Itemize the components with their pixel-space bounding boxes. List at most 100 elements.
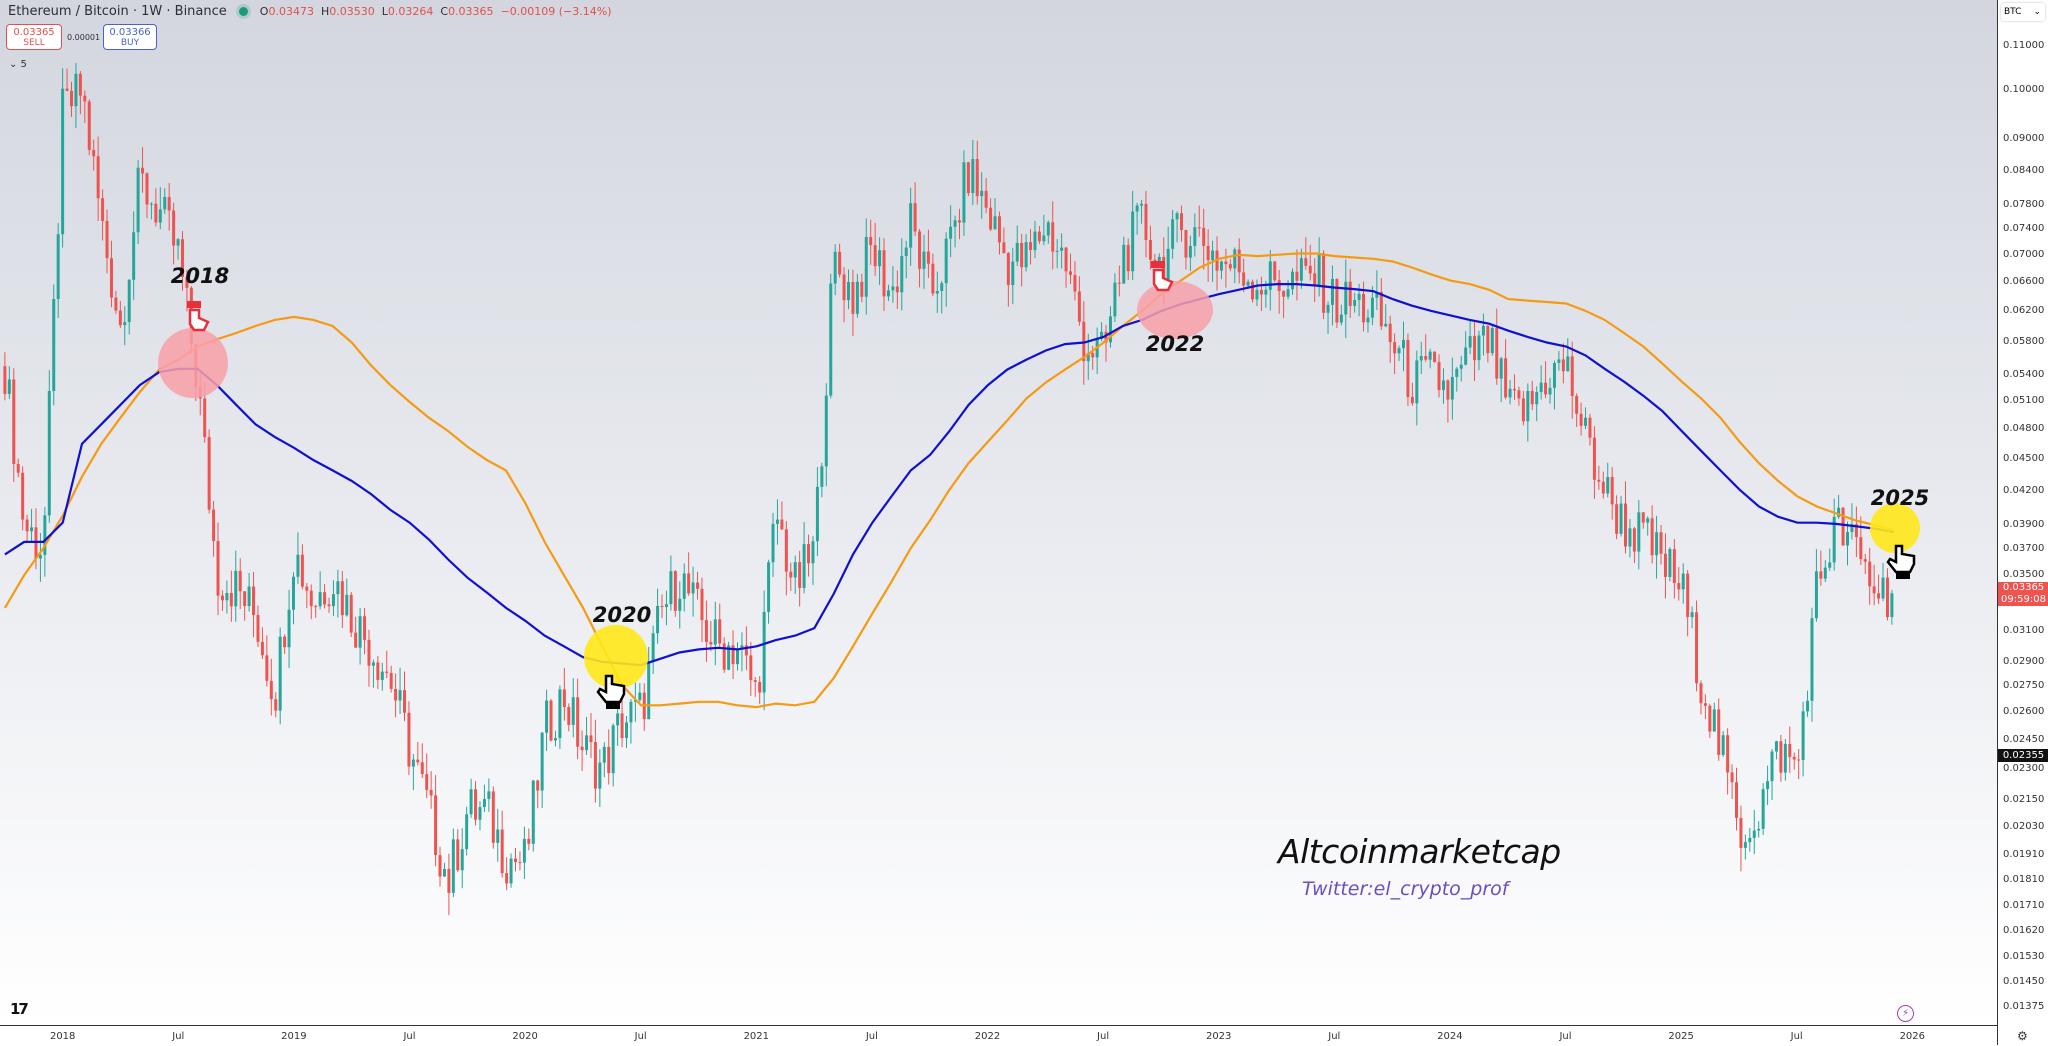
candle [753, 676, 757, 697]
tradingview-logo-icon[interactable]: 17 [10, 1000, 29, 1018]
candle-body [1743, 842, 1747, 848]
y-tick-label: 0.03700 [2003, 543, 2045, 555]
candle [958, 208, 961, 240]
candle-body [1801, 711, 1805, 760]
candle [691, 566, 695, 617]
candle [864, 218, 868, 315]
candle [1402, 321, 1405, 372]
candle-body [482, 799, 486, 808]
candle [989, 198, 993, 232]
candle-body [451, 839, 455, 893]
candle [993, 198, 997, 230]
candle-body [1481, 325, 1485, 336]
candle [1748, 828, 1752, 852]
candle-body [1610, 476, 1614, 505]
candle-body [793, 562, 797, 578]
candle [527, 828, 531, 851]
candle-body [602, 746, 606, 763]
candle-body [1051, 222, 1055, 252]
candle-body [238, 570, 242, 592]
candle [447, 853, 451, 916]
candle-body [1277, 280, 1281, 292]
candle [1419, 341, 1423, 375]
candle-body [1206, 245, 1210, 261]
candle-body [847, 281, 850, 301]
candle [904, 240, 908, 279]
candle [642, 683, 646, 731]
candle-body [1464, 347, 1468, 365]
candle [1251, 279, 1255, 303]
candle [283, 634, 287, 654]
candle [682, 563, 686, 612]
candle [545, 689, 549, 751]
candle [1535, 386, 1539, 422]
candle [660, 594, 664, 619]
candle [1517, 386, 1521, 406]
candle [149, 202, 153, 220]
candle [633, 682, 637, 722]
indicators-toggle[interactable]: ⌄ 5 [9, 59, 27, 70]
candle [1006, 252, 1010, 307]
candle-body [141, 167, 145, 174]
candle-body [1419, 356, 1423, 361]
candle-body [398, 690, 402, 701]
candle [1557, 350, 1561, 371]
ma-blue-line [4, 283, 1895, 667]
candle-body [287, 609, 291, 648]
candle-body [229, 592, 233, 607]
candle-body [47, 391, 51, 516]
candle [580, 730, 584, 771]
candle [1890, 589, 1894, 625]
candle [52, 284, 56, 406]
candle [509, 853, 513, 888]
candle-body [1752, 830, 1756, 838]
time-axis[interactable]: 2018 Jul 2019 Jul 2020 Jul 2021 Jul 2022 Jul 2023 J… [0, 1025, 1997, 1046]
candle-body [1326, 304, 1330, 313]
candle-body [309, 590, 313, 607]
symbol-title[interactable]: Ethereum / Bitcoin · 1W · Binance [8, 4, 227, 19]
price-chart[interactable] [0, 0, 1997, 1025]
x-tick-label: 2024 [1437, 1031, 1463, 1042]
candle [687, 552, 691, 596]
candle [1015, 225, 1019, 267]
current-price-label: 0.03365 09:59:08 [1998, 582, 2048, 607]
sell-button[interactable]: 0.03365 SELL [6, 24, 62, 50]
candle [1095, 327, 1099, 375]
candle [1575, 393, 1579, 427]
candle-body [1255, 289, 1259, 300]
candle-body [1606, 476, 1610, 494]
chart-area[interactable]: Ethereum / Bitcoin · 1W · Binance O0.034… [0, 0, 1997, 1025]
candle-body [163, 196, 167, 210]
lightning-icon[interactable]: ⚡ [1897, 1005, 1914, 1022]
candle [318, 571, 322, 610]
candle [1037, 225, 1041, 245]
candle-body [1557, 359, 1561, 363]
candle-body [331, 594, 335, 607]
candle-body [132, 232, 136, 280]
candle-body [1641, 512, 1645, 523]
candle [709, 620, 713, 652]
settings-gear-icon[interactable]: ⚙ [2017, 1029, 2028, 1043]
candle [176, 237, 180, 260]
candle-body [780, 519, 784, 530]
candle-body [1415, 360, 1419, 404]
candle-body [842, 274, 846, 301]
candle [460, 828, 464, 889]
candle-body [722, 643, 726, 670]
candle [114, 290, 118, 314]
currency-select[interactable]: BTC ⌄ [2001, 3, 2045, 21]
candle-body [1046, 222, 1050, 236]
candle [1464, 331, 1468, 366]
candle-body [212, 509, 216, 542]
candle [749, 642, 753, 696]
candle-body [727, 645, 731, 670]
candle [700, 577, 704, 643]
candle-body [1597, 479, 1601, 482]
candle-body [509, 858, 513, 884]
candle [1433, 351, 1437, 363]
candle [616, 706, 620, 746]
price-axis[interactable]: BTC ⌄ 0.11000 0.10000 0.09000 0.08400 0.0780… [1997, 0, 2048, 1045]
candle-body [633, 700, 637, 702]
buy-button[interactable]: 0.03366 BUY [103, 24, 157, 50]
candle [1779, 734, 1783, 782]
